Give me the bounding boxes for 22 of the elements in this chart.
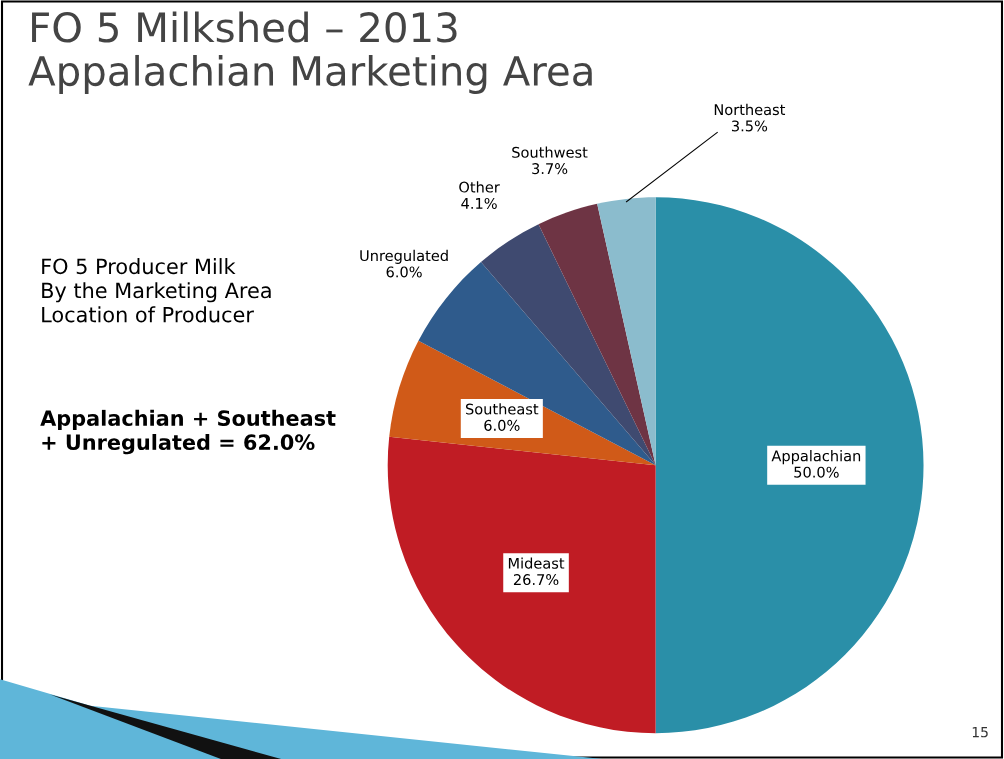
data-label: 50.0% bbox=[794, 466, 839, 478]
data-label: 26.7% bbox=[513, 574, 559, 586]
slice-label: Mideast bbox=[508, 557, 565, 569]
slice-label: Unregulated bbox=[360, 249, 448, 264]
slice-label: Appalachian bbox=[771, 450, 861, 465]
data-label: 6.0% bbox=[386, 266, 422, 278]
text: Appalachian + Southeast + Unregulated = 62.0% bbox=[40, 409, 336, 455]
data-label: 3.7% bbox=[532, 163, 568, 175]
text: 15 bbox=[972, 727, 988, 738]
slice-label: Other bbox=[459, 181, 500, 193]
slice-label: Southwest bbox=[512, 146, 588, 158]
pie-slice bbox=[655, 197, 924, 734]
slice-label: Southeast bbox=[465, 403, 539, 415]
data-label: 4.1% bbox=[461, 197, 497, 209]
pie-slice bbox=[387, 436, 656, 734]
text: FO 5 Producer Milk By the Marketing Area Location of Producer bbox=[42, 258, 271, 323]
data-label: 3.5% bbox=[731, 120, 768, 132]
chart-title: FO 5 Milkshed – 2013 Appalachian Marketing Area bbox=[28, 11, 592, 94]
pie-slice bbox=[538, 203, 656, 466]
pie-slice bbox=[597, 197, 656, 466]
slice-label: Northeast bbox=[714, 103, 786, 116]
data-label: 6.0% bbox=[484, 419, 520, 431]
